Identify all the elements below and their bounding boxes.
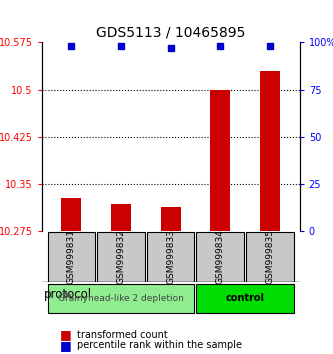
FancyBboxPatch shape	[97, 232, 145, 281]
Text: ■: ■	[60, 328, 72, 341]
Bar	[111, 204, 131, 231]
Text: GSM999832: GSM999832	[117, 229, 126, 284]
FancyBboxPatch shape	[48, 232, 95, 281]
Bar	[210, 90, 230, 231]
FancyBboxPatch shape	[48, 284, 194, 313]
Text: GSM999833: GSM999833	[166, 229, 175, 284]
Text: GSM999831: GSM999831	[67, 229, 76, 284]
Text: protocol: protocol	[44, 289, 92, 302]
Text: GSM999835: GSM999835	[265, 229, 274, 284]
Text: transformed count: transformed count	[77, 330, 167, 339]
Bar	[62, 199, 81, 231]
FancyBboxPatch shape	[246, 232, 294, 281]
Text: Grainyhead-like 2 depletion: Grainyhead-like 2 depletion	[58, 294, 184, 303]
Text: ■: ■	[60, 339, 72, 352]
Bar	[260, 71, 280, 231]
FancyBboxPatch shape	[147, 232, 194, 281]
FancyBboxPatch shape	[196, 232, 244, 281]
Bar	[161, 207, 180, 231]
Text: percentile rank within the sample: percentile rank within the sample	[77, 340, 241, 350]
Title: GDS5113 / 10465895: GDS5113 / 10465895	[96, 26, 245, 40]
Text: control: control	[225, 293, 265, 303]
Text: GSM999834: GSM999834	[216, 229, 225, 284]
FancyBboxPatch shape	[196, 284, 294, 313]
